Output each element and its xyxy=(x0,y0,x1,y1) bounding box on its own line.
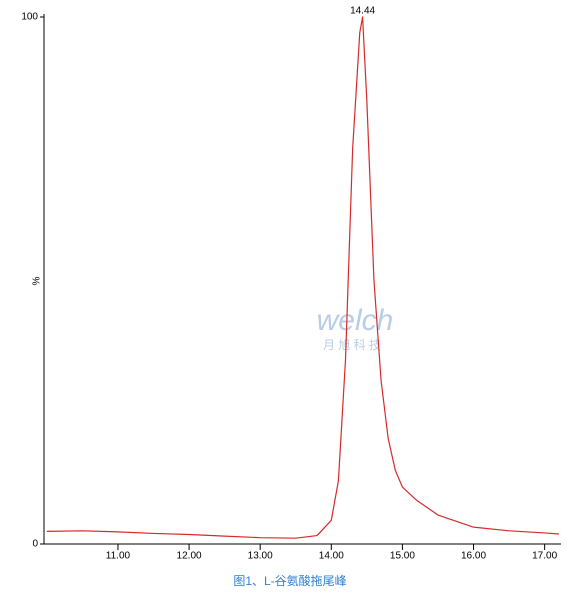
x-tick-label: 11.00 xyxy=(106,551,131,562)
x-tick-label: 17.00 xyxy=(532,551,557,562)
x-tick-label: 16.00 xyxy=(461,551,486,562)
watermark-sub: 月 旭 科 技 xyxy=(323,338,381,352)
peak-label: 14.44 xyxy=(350,6,375,17)
data-line xyxy=(46,16,559,539)
x-tick-label: 14.00 xyxy=(319,551,344,562)
y-axis-label: % xyxy=(32,276,43,285)
x-tick-label: 13.00 xyxy=(248,551,273,562)
y-tick-label: 100 xyxy=(21,12,38,23)
caption: 图1、L-谷氨酸拖尾峰 xyxy=(233,573,346,588)
x-tick-label: 15.00 xyxy=(390,551,415,562)
watermark: welch xyxy=(317,304,394,337)
x-tick-label: 12.00 xyxy=(177,551,202,562)
y-tick-label: 0 xyxy=(32,539,38,550)
